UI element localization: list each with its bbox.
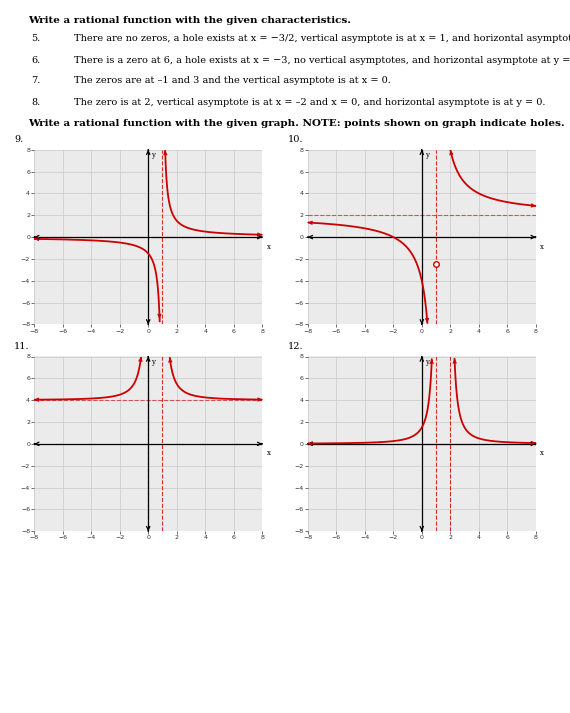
Text: The zero is at 2, vertical asymptote is at x = –2 and x = 0, and horizontal asym: The zero is at 2, vertical asymptote is … [74, 98, 545, 107]
Text: y: y [151, 358, 155, 366]
Text: 12.: 12. [288, 342, 303, 351]
Text: 8.: 8. [31, 98, 40, 107]
Text: 10.: 10. [288, 135, 303, 144]
Text: 9.: 9. [14, 135, 23, 144]
Text: x: x [540, 449, 544, 457]
Text: x: x [267, 449, 271, 457]
Text: y: y [425, 358, 429, 366]
Text: 6.: 6. [31, 56, 40, 65]
Text: The zeros are at –1 and 3 and the vertical asymptote is at x = 0.: The zeros are at –1 and 3 and the vertic… [74, 76, 391, 86]
Text: y: y [151, 151, 155, 159]
Text: x: x [267, 242, 271, 250]
Text: There is a zero at 6, a hole exists at x = −3, no vertical asymptotes, and horiz: There is a zero at 6, a hole exists at x… [74, 56, 570, 65]
Text: 5.: 5. [31, 34, 40, 43]
Text: 11.: 11. [14, 342, 30, 351]
Text: Write a rational function with the given characteristics.: Write a rational function with the given… [28, 16, 352, 25]
Text: x: x [540, 242, 544, 250]
Text: There are no zeros, a hole exists at x = −3/2, vertical asymptote is at x = 1, a: There are no zeros, a hole exists at x =… [74, 34, 570, 43]
Text: Write a rational function with the given graph. NOTE: points shown on graph indi: Write a rational function with the given… [28, 119, 565, 128]
Text: y: y [425, 151, 429, 159]
Text: 7.: 7. [31, 76, 40, 86]
